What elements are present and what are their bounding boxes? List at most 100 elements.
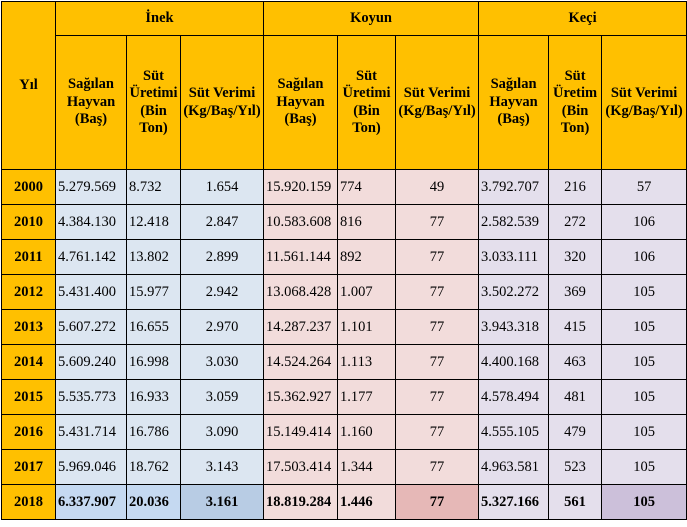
koyun-yield-cell: 77 bbox=[395, 449, 480, 485]
koyun-yield-cell: 77 bbox=[395, 309, 480, 345]
keci-production-cell: 561 bbox=[548, 484, 603, 520]
keci-yield-cell: 106 bbox=[601, 239, 687, 275]
keci-animals-cell: 4.400.168 bbox=[478, 344, 550, 380]
koyun-yield-cell: 77 bbox=[395, 344, 480, 380]
keci-production-cell: 369 bbox=[548, 274, 603, 310]
keci-yield-cell: 105 bbox=[601, 379, 687, 415]
inek-yield-cell: 2.847 bbox=[179, 204, 265, 240]
inek-production-cell: 16.933 bbox=[126, 379, 181, 415]
keci-yield-header: Süt Verimi (Kg/Baş/Yıl) bbox=[601, 35, 687, 170]
year-cell: 2000 bbox=[1, 169, 56, 205]
koyun-production-cell: 1.446 bbox=[337, 484, 397, 520]
koyun-production-header: Süt Üretimi (Bin Ton) bbox=[337, 35, 397, 170]
inek-animals-cell: 4.761.142 bbox=[55, 239, 127, 275]
inek-animals-cell: 6.337.907 bbox=[55, 484, 127, 520]
group-header-inek: İnek bbox=[54, 1, 265, 36]
koyun-yield-cell: 77 bbox=[395, 414, 480, 450]
koyun-yield-cell: 77 bbox=[395, 204, 480, 240]
koyun-animals-cell: 15.920.159 bbox=[263, 169, 339, 205]
keci-animals-cell: 5.327.166 bbox=[478, 484, 550, 520]
koyun-animals-cell: 15.149.414 bbox=[263, 414, 339, 450]
table-row: 2000 5.279.569 8.732 1.654 15.920.159 774 49 3.… bbox=[1, 169, 687, 205]
sub-header-row: Sağılan Hayvan (Baş) Süt Üretimi (Bin To… bbox=[2, 35, 687, 170]
koyun-animals-cell: 14.287.237 bbox=[263, 309, 339, 345]
keci-yield-cell: 105 bbox=[601, 274, 687, 310]
year-cell: 2012 bbox=[1, 274, 56, 310]
inek-animals-cell: 5.607.272 bbox=[55, 309, 127, 345]
koyun-production-cell: 1.113 bbox=[337, 344, 397, 380]
inek-yield-cell: 2.899 bbox=[179, 239, 265, 275]
keci-production-cell: 272 bbox=[548, 204, 603, 240]
inek-animals-header: Sağılan Hayvan (Baş) bbox=[55, 35, 127, 170]
inek-production-cell: 15.977 bbox=[126, 274, 181, 310]
keci-production-cell: 479 bbox=[548, 414, 603, 450]
inek-production-cell: 16.786 bbox=[126, 414, 181, 450]
koyun-animals-cell: 13.068.428 bbox=[263, 274, 339, 310]
keci-yield-cell: 105 bbox=[601, 344, 687, 380]
table-row: 2010 4.384.130 12.418 2.847 10.583.608 816 77 2… bbox=[1, 204, 687, 240]
keci-animals-cell: 4.963.581 bbox=[478, 449, 550, 485]
koyun-production-cell: 1.160 bbox=[337, 414, 397, 450]
koyun-production-cell: 1.007 bbox=[337, 274, 397, 310]
inek-animals-cell: 5.431.400 bbox=[55, 274, 127, 310]
keci-animals-cell: 4.578.494 bbox=[478, 379, 550, 415]
keci-production-cell: 415 bbox=[548, 309, 603, 345]
table-header: Yıl İnek Koyun Keçi Sağılan Hayvan (Baş)… bbox=[1, 1, 687, 170]
inek-production-cell: 13.802 bbox=[126, 239, 181, 275]
inek-yield-cell: 3.161 bbox=[179, 484, 265, 520]
koyun-production-cell: 774 bbox=[337, 169, 397, 205]
keci-production-cell: 216 bbox=[548, 169, 603, 205]
koyun-animals-cell: 14.524.264 bbox=[263, 344, 339, 380]
keci-yield-cell: 106 bbox=[601, 204, 687, 240]
table-row: 2011 4.761.142 13.802 2.899 11.561.144 892 77 3… bbox=[1, 239, 687, 275]
keci-animals-cell: 3.502.272 bbox=[478, 274, 550, 310]
year-cell: 2016 bbox=[1, 414, 56, 450]
koyun-production-cell: 892 bbox=[337, 239, 397, 275]
year-cell: 2015 bbox=[1, 379, 56, 415]
inek-yield-cell: 3.059 bbox=[179, 379, 265, 415]
keci-animals-cell: 4.555.105 bbox=[478, 414, 550, 450]
table-row: 2018 6.337.907 20.036 3.161 18.819.284 1.446 7… bbox=[1, 484, 687, 520]
inek-yield-header: Süt Verimi (Kg/Baş/Yıl) bbox=[179, 35, 265, 170]
group-header-keci: Keçi bbox=[478, 1, 687, 36]
inek-production-cell: 16.655 bbox=[126, 309, 181, 345]
inek-production-header: Süt Üretimi (Bin Ton) bbox=[126, 35, 181, 170]
inek-animals-cell: 5.609.240 bbox=[55, 344, 127, 380]
year-header: Yıl bbox=[1, 1, 56, 170]
inek-production-cell: 16.998 bbox=[126, 344, 181, 380]
keci-production-cell: 320 bbox=[548, 239, 603, 275]
table-row: 2015 5.535.773 16.933 3.059 15.362.927 1.177 7… bbox=[1, 379, 687, 415]
inek-animals-cell: 5.535.773 bbox=[55, 379, 127, 415]
keci-yield-cell: 105 bbox=[601, 309, 687, 345]
keci-production-header: Süt Üretim (Bin Ton) bbox=[548, 35, 603, 170]
keci-animals-cell: 3.792.707 bbox=[478, 169, 550, 205]
year-cell: 2017 bbox=[1, 449, 56, 485]
year-cell: 2010 bbox=[1, 204, 56, 240]
inek-animals-cell: 5.969.046 bbox=[55, 449, 127, 485]
keci-yield-cell: 57 bbox=[601, 169, 687, 205]
keci-animals-header: Sağılan Hayvan (Baş) bbox=[478, 35, 550, 170]
keci-yield-cell: 105 bbox=[601, 414, 687, 450]
koyun-yield-cell: 49 bbox=[395, 169, 480, 205]
inek-production-cell: 12.418 bbox=[126, 204, 181, 240]
keci-animals-cell: 2.582.539 bbox=[478, 204, 550, 240]
inek-animals-cell: 5.431.714 bbox=[55, 414, 127, 450]
koyun-yield-header: Süt Verimi (Kg/Baş/Yıl) bbox=[395, 35, 480, 170]
inek-production-cell: 8.732 bbox=[126, 169, 181, 205]
inek-yield-cell: 3.030 bbox=[179, 344, 265, 380]
koyun-production-cell: 816 bbox=[337, 204, 397, 240]
keci-animals-cell: 3.943.318 bbox=[478, 309, 550, 345]
year-cell: 2011 bbox=[1, 239, 56, 275]
year-cell: 2018 bbox=[1, 484, 56, 520]
koyun-yield-cell: 77 bbox=[395, 239, 480, 275]
group-header-koyun: Koyun bbox=[263, 1, 480, 36]
year-cell: 2014 bbox=[1, 344, 56, 380]
inek-yield-cell: 2.970 bbox=[179, 309, 265, 345]
inek-production-cell: 20.036 bbox=[126, 484, 181, 520]
keci-production-cell: 481 bbox=[548, 379, 603, 415]
inek-yield-cell: 1.654 bbox=[179, 169, 265, 205]
table-row: 2013 5.607.272 16.655 2.970 14.287.237 1.101 7… bbox=[1, 309, 687, 345]
koyun-production-cell: 1.101 bbox=[337, 309, 397, 345]
keci-animals-cell: 3.033.111 bbox=[478, 239, 550, 275]
